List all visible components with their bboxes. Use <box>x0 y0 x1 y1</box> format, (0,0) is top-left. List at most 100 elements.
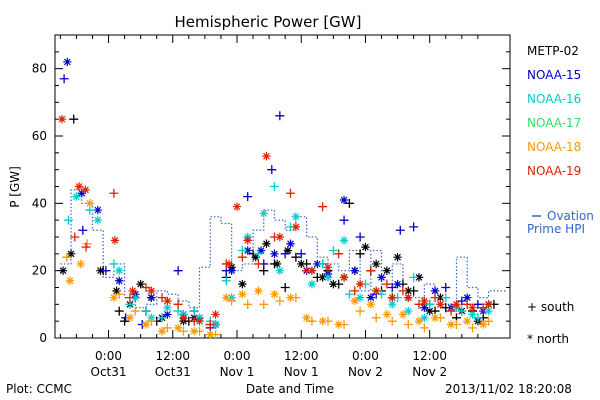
x-axis-label: Date and Time <box>246 382 334 396</box>
north-marker <box>436 293 445 302</box>
south-marker <box>462 299 472 309</box>
north-marker <box>339 273 349 282</box>
x-tick-label-time: 0:00 <box>95 349 122 363</box>
south-marker <box>344 289 354 299</box>
north-marker <box>85 199 94 208</box>
north-marker <box>286 239 295 248</box>
south-marker <box>457 306 467 316</box>
north-marker <box>366 300 376 309</box>
south-marker <box>350 286 360 296</box>
south-marker <box>339 215 349 225</box>
north-marker <box>430 313 440 322</box>
north-marker <box>81 185 90 195</box>
south-marker <box>221 276 231 286</box>
south-marker <box>395 225 405 235</box>
north-marker <box>313 259 322 269</box>
south-marker <box>114 306 124 316</box>
south-marker <box>398 286 408 296</box>
north-marker <box>147 293 156 302</box>
north-marker <box>57 114 67 124</box>
north-marker <box>404 306 413 316</box>
north-marker <box>446 320 456 329</box>
north-marker <box>77 189 86 198</box>
north-marker <box>283 246 293 255</box>
x-axis: 0:00 Oct31 12:00 Oct31 0:00 Nov 1 12:00 Nov 1 0:… <box>59 35 479 379</box>
north-marker <box>163 310 172 319</box>
x-tick-label-time: 12:00 <box>412 349 447 363</box>
south-marker <box>457 296 467 306</box>
legend-entry-noaa-16: NOAA-16 <box>527 92 581 106</box>
ovation-legend-label-1: Ovation <box>547 209 594 223</box>
footer-left: Plot: CCMC <box>6 382 72 396</box>
legend-south: + south <box>527 300 574 314</box>
south-marker <box>243 192 253 202</box>
north-marker <box>361 242 370 252</box>
north-marker <box>414 273 424 282</box>
y-tick-label: 60 <box>32 129 47 143</box>
south-marker <box>237 252 247 262</box>
marker-layer <box>57 57 499 340</box>
south-marker <box>478 303 488 313</box>
south-marker <box>62 252 72 262</box>
south-marker <box>334 249 344 259</box>
ovation-step-line <box>60 189 508 309</box>
north-marker <box>179 313 188 322</box>
north-marker <box>211 310 220 319</box>
south-marker <box>125 293 135 303</box>
south-marker <box>473 299 483 309</box>
north-marker <box>109 293 119 302</box>
south-marker <box>366 266 376 276</box>
north-marker <box>238 279 247 289</box>
north-marker <box>382 310 392 319</box>
north-marker <box>243 236 252 245</box>
south-marker <box>280 249 290 259</box>
south-marker <box>355 249 365 259</box>
south-marker <box>157 313 167 323</box>
x-tick-label-date: Oct31 <box>91 365 127 379</box>
north-marker <box>232 202 242 211</box>
north-marker <box>63 57 72 67</box>
south-marker <box>275 111 285 121</box>
north-marker <box>318 316 327 326</box>
north-marker <box>307 279 317 289</box>
south-marker <box>441 293 451 303</box>
north-marker <box>468 310 477 319</box>
north-marker <box>115 276 124 285</box>
x-tick-label-date: Nov 1 <box>284 365 319 379</box>
north-marker <box>393 253 402 262</box>
north-marker <box>65 276 75 285</box>
south-marker <box>205 320 215 330</box>
north-marker <box>404 286 413 296</box>
north-marker <box>291 212 301 221</box>
chart-title: Hemispheric Power [GW] <box>175 13 362 31</box>
south-marker <box>409 272 419 282</box>
south-marker <box>70 232 80 242</box>
north-marker <box>275 232 285 242</box>
north-marker <box>388 293 397 302</box>
north-marker <box>66 249 76 259</box>
south-marker <box>109 259 119 269</box>
north-marker <box>163 296 172 306</box>
north-marker <box>74 182 84 191</box>
north-marker <box>136 279 145 289</box>
north-marker <box>96 266 105 275</box>
ovation-legend-label-2: Prime HPI <box>527 222 585 236</box>
north-marker <box>206 330 215 339</box>
x-tick-label-time: 0:00 <box>224 349 251 363</box>
north-marker <box>270 249 279 259</box>
plot-frame <box>54 34 511 339</box>
x-tick-label-date: Nov 2 <box>348 365 383 379</box>
north-marker <box>58 266 68 275</box>
north-marker <box>462 316 472 326</box>
x-tick-label-date: Oct31 <box>155 365 191 379</box>
south-marker <box>291 252 301 262</box>
south-marker <box>189 306 199 316</box>
south-marker <box>387 283 397 292</box>
south-marker <box>141 283 151 292</box>
north-marker <box>286 293 295 302</box>
south-marker <box>446 306 456 316</box>
y-tick-label: 40 <box>32 196 47 210</box>
north-marker <box>479 320 488 329</box>
north-marker <box>377 273 386 282</box>
south-marker <box>162 323 172 333</box>
